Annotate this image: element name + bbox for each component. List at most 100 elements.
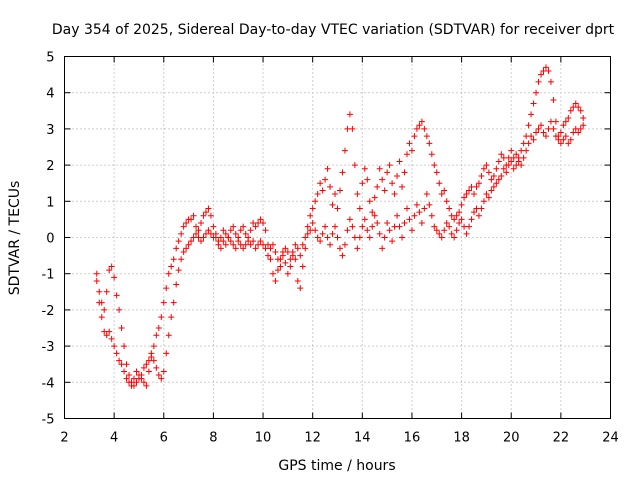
data-point <box>423 191 430 198</box>
data-point <box>431 223 438 230</box>
data-point <box>428 151 435 158</box>
data-point <box>227 238 234 245</box>
data-point <box>483 191 490 198</box>
data-point <box>336 245 343 252</box>
data-point <box>376 165 383 172</box>
data-point <box>287 256 294 263</box>
data-point <box>215 241 222 248</box>
data-point <box>456 209 463 216</box>
data-point <box>108 263 115 270</box>
data-point <box>282 259 289 266</box>
data-point <box>386 227 393 234</box>
data-point <box>220 238 227 245</box>
data-point <box>93 277 100 284</box>
data-point <box>525 122 532 129</box>
data-point <box>329 201 336 208</box>
data-point <box>133 379 140 386</box>
data-point <box>121 368 128 375</box>
data-point <box>175 238 182 245</box>
data-point <box>145 368 152 375</box>
data-point <box>364 227 371 234</box>
data-point <box>533 89 540 96</box>
data-point <box>371 212 378 219</box>
data-point <box>488 176 495 183</box>
data-point <box>361 216 368 223</box>
data-point <box>225 234 232 241</box>
data-point <box>111 274 118 281</box>
data-point <box>274 267 281 274</box>
data-point <box>565 140 572 147</box>
data-point <box>453 227 460 234</box>
data-point <box>314 191 321 198</box>
data-point <box>299 241 306 248</box>
data-point <box>143 382 150 389</box>
data-point <box>160 368 167 375</box>
data-point <box>165 270 172 277</box>
data-point <box>408 147 415 154</box>
data-point <box>138 372 145 379</box>
data-point <box>396 223 403 230</box>
data-point <box>530 136 537 143</box>
data-point <box>327 241 334 248</box>
data-point <box>160 299 167 306</box>
data-point <box>314 234 321 241</box>
data-point <box>354 245 361 252</box>
data-point <box>307 212 314 219</box>
data-point <box>269 270 276 277</box>
data-point <box>540 129 547 136</box>
data-point <box>113 350 120 357</box>
data-point <box>284 270 291 277</box>
data-point <box>421 205 428 212</box>
x-axis-tick-labels: 2 4 6 8 10 12 14 16 18 20 22 24 <box>60 431 618 446</box>
data-point <box>361 165 368 172</box>
x-tick-label: 14 <box>354 431 371 446</box>
data-point <box>480 165 487 172</box>
data-point <box>140 364 147 371</box>
data-point <box>374 183 381 190</box>
data-point <box>336 187 343 194</box>
data-point <box>485 169 492 176</box>
data-point <box>552 133 559 140</box>
data-point <box>250 238 257 245</box>
data-point <box>148 350 155 357</box>
data-point <box>341 241 348 248</box>
data-point <box>473 183 480 190</box>
data-point <box>535 78 542 85</box>
data-point <box>379 176 386 183</box>
data-point <box>247 227 254 234</box>
data-point <box>198 238 204 245</box>
data-point <box>118 325 125 331</box>
data-point <box>133 368 140 375</box>
data-point <box>175 267 182 274</box>
data-point <box>401 169 408 176</box>
data-point <box>205 205 212 212</box>
data-point <box>297 285 304 292</box>
data-point <box>542 133 549 140</box>
data-point <box>267 256 274 263</box>
x-tick-label: 4 <box>110 431 118 446</box>
y-tick-label: -4 <box>42 376 55 391</box>
data-point <box>269 241 276 248</box>
data-point <box>257 238 264 245</box>
data-point <box>232 230 239 237</box>
data-point <box>274 256 281 263</box>
data-point <box>356 205 363 212</box>
y-tick-label: 2 <box>46 159 54 174</box>
data-point <box>329 230 336 237</box>
data-series-sdtvar <box>93 64 587 389</box>
data-point <box>498 172 505 179</box>
data-point <box>411 133 418 140</box>
data-point <box>431 162 438 169</box>
data-point <box>302 245 309 252</box>
data-point <box>456 220 463 227</box>
data-point <box>101 306 108 313</box>
data-point <box>386 162 393 169</box>
y-tick-label: -3 <box>42 340 55 355</box>
data-point <box>535 125 542 132</box>
data-point <box>130 382 137 389</box>
data-point <box>510 165 517 172</box>
data-point <box>287 263 294 270</box>
data-point <box>349 125 356 132</box>
data-point <box>389 180 396 187</box>
